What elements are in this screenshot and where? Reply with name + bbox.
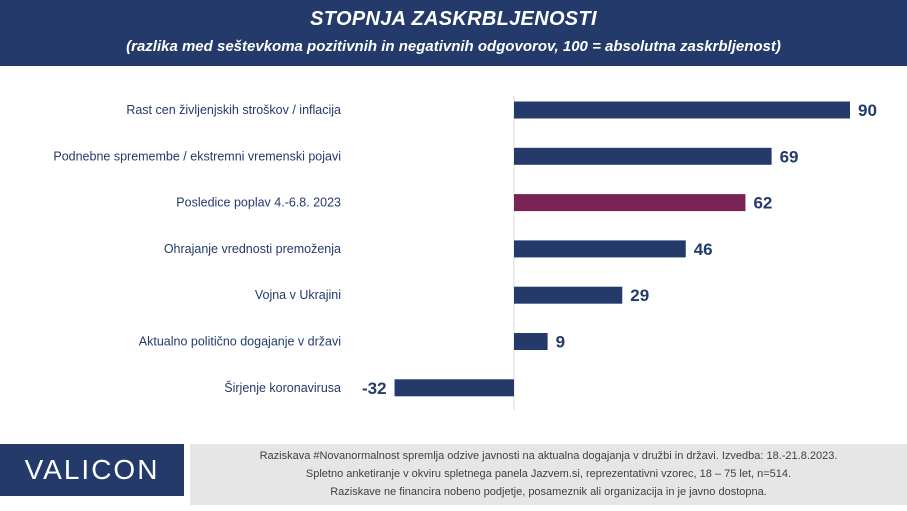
value-label: -32 [362, 379, 387, 398]
footer-line: Raziskave ne financira nobeno podjetje, … [330, 486, 767, 498]
value-label: 62 [753, 194, 772, 213]
bar [394, 379, 514, 397]
category-label: Posledice poplav 4.-6.8. 2023 [176, 196, 341, 210]
chart-header: STOPNJA ZASKRBLJENOSTI (razlika med sešt… [0, 0, 907, 66]
footer-note: Raziskava #Novanormalnost spremlja odziv… [190, 444, 907, 505]
bar [514, 101, 850, 119]
category-label: Rast cen življenjskih stroškov / inflaci… [126, 103, 341, 117]
bar [514, 194, 746, 212]
bar [514, 147, 772, 165]
value-label: 90 [858, 101, 877, 120]
bar [514, 240, 686, 258]
valicon-logo: VALICON [0, 444, 184, 496]
bar [514, 333, 548, 350]
value-label: 29 [630, 286, 649, 305]
bar-chart: Rast cen življenjskih stroškov / inflaci… [53, 96, 877, 410]
category-label: Podnebne spremembe / ekstremni vremenski… [53, 149, 341, 163]
category-label: Ohrajanje vrednosti premoženja [164, 242, 341, 256]
footer-line: Raziskava #Novanormalnost spremlja odziv… [259, 450, 838, 462]
value-label: 9 [556, 333, 565, 352]
chart-subtitle: (razlika med seštevkoma pozitivnih in ne… [126, 38, 781, 55]
category-label: Aktualno politično dogajanje v državi [139, 335, 341, 349]
footer-line: Spletno anketiranje v okviru spletnega p… [305, 468, 792, 480]
category-label: Vojna v Ukrajini [255, 288, 341, 302]
chart-title: STOPNJA ZASKRBLJENOSTI [310, 8, 597, 30]
value-label: 46 [694, 240, 713, 259]
bar [514, 286, 623, 304]
category-label: Širjenje koronavirusa [224, 380, 341, 395]
value-label: 69 [780, 147, 799, 166]
